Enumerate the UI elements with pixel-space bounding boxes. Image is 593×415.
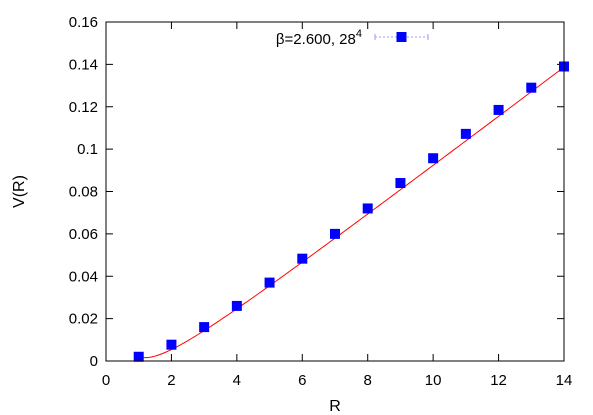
fit-curve-group — [138, 66, 565, 359]
x-tick-label: 4 — [233, 372, 241, 389]
x-tick-label: 2 — [167, 372, 175, 389]
y-tick-label: 0.08 — [69, 184, 98, 201]
data-point — [264, 277, 275, 288]
x-tick-label: 14 — [556, 372, 573, 389]
data-point — [395, 178, 406, 189]
data-point — [460, 128, 471, 139]
y-tick-label: 0 — [90, 353, 98, 370]
y-axis-ticks: 0 0.02 0.04 0.06 0.08 0.1 0.12 0.14 0.16 — [69, 14, 564, 370]
x-tick-label: 6 — [298, 372, 306, 389]
data-point — [428, 153, 439, 164]
y-axis-label: V(R) — [11, 175, 28, 208]
legend-label: β=2.600, 284 — [276, 28, 362, 48]
y-tick-label: 0.06 — [69, 226, 98, 243]
data-point — [297, 253, 308, 264]
fit-curve — [138, 66, 565, 359]
data-point — [133, 351, 144, 362]
data-point — [362, 203, 373, 214]
data-point — [166, 339, 177, 350]
data-point — [231, 300, 242, 311]
y-tick-label: 0.02 — [69, 311, 98, 328]
y-tick-label: 0.12 — [69, 99, 98, 116]
data-point — [526, 82, 537, 93]
legend-marker — [396, 32, 407, 42]
plot-frame — [105, 21, 565, 362]
legend-label-main: β=2.600, 28 — [276, 31, 356, 48]
data-point — [199, 322, 210, 333]
legend: β=2.600, 284 — [276, 28, 429, 48]
y-tick-label: 0.16 — [69, 14, 98, 31]
data-point — [330, 228, 340, 239]
y-tick-label: 0.14 — [69, 56, 98, 73]
x-tick-label: 12 — [490, 372, 507, 389]
y-tick-label: 0.04 — [69, 268, 98, 285]
data-point — [493, 104, 504, 115]
x-tick-label: 0 — [102, 372, 110, 389]
x-axis-label: R — [329, 398, 341, 415]
x-tick-label: 8 — [364, 372, 372, 389]
legend-label-superscript: 4 — [356, 28, 362, 40]
data-points — [133, 61, 569, 362]
x-tick-label: 10 — [425, 372, 442, 389]
x-axis-ticks: 0 2 4 6 8 10 12 14 — [102, 22, 573, 389]
y-tick-label: 0.1 — [77, 141, 98, 158]
